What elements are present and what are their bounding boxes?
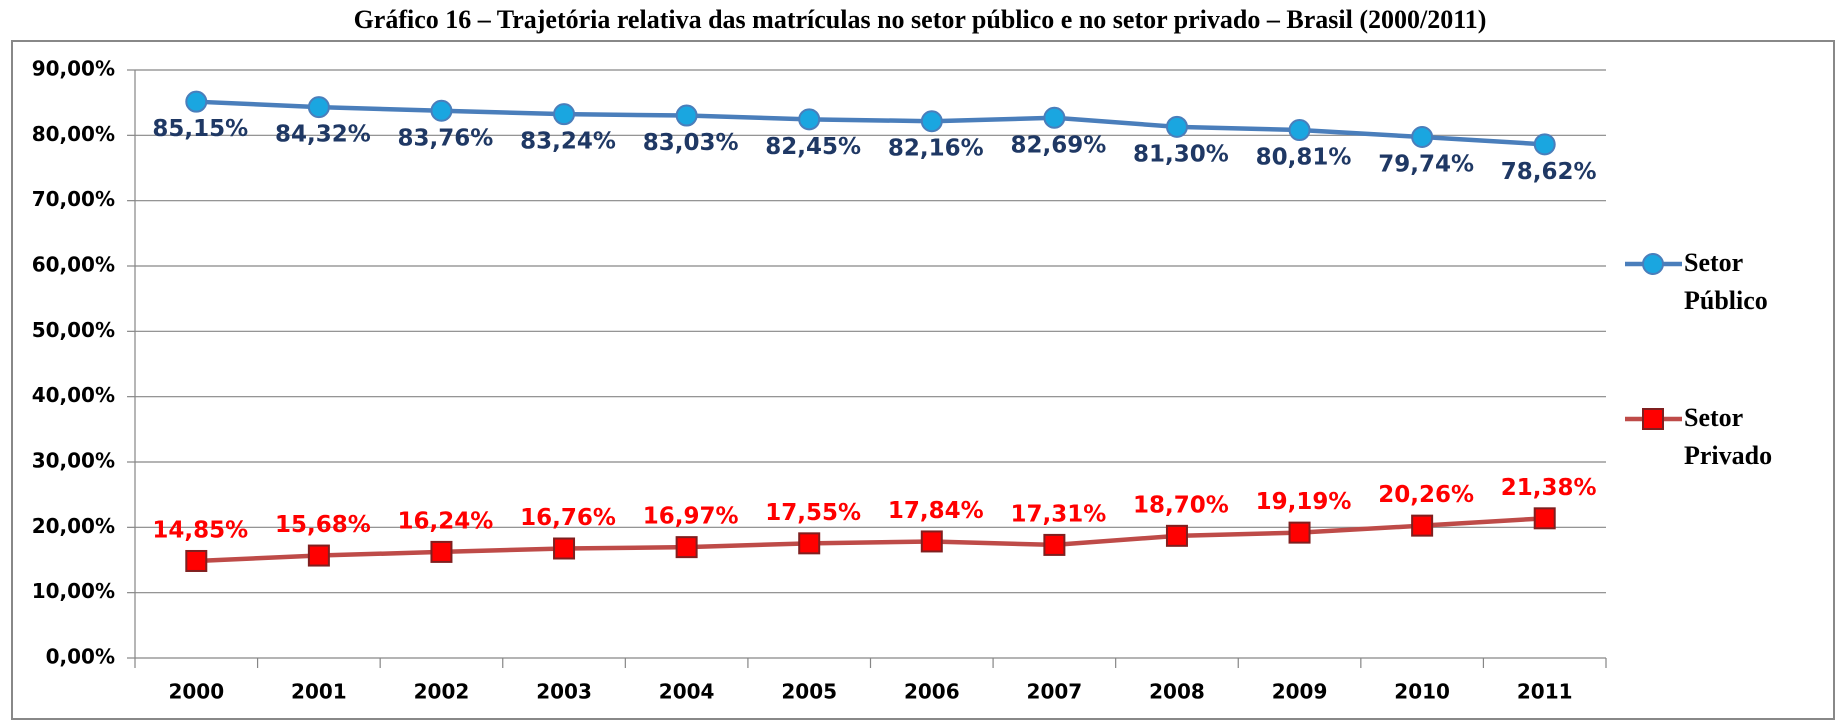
data-label: 18,70%: [1133, 492, 1229, 518]
marker: [675, 536, 698, 559]
data-label: 16,76%: [520, 505, 616, 531]
x-tick-label: 2000: [168, 680, 224, 704]
marker: [307, 96, 330, 119]
x-tick-label: 2001: [291, 680, 347, 704]
x-tick-label: 2005: [781, 680, 837, 704]
data-label: 83,03%: [643, 130, 739, 156]
marker: [920, 110, 943, 133]
data-label: 16,24%: [398, 508, 494, 534]
marker: [553, 537, 576, 560]
marker: [553, 103, 576, 126]
marker: [1043, 533, 1066, 556]
y-tick-label: 90,00%: [32, 57, 115, 81]
legend-marker: [1642, 253, 1664, 275]
chart-frame: [11, 40, 1835, 720]
y-tick-label: 70,00%: [32, 187, 115, 211]
data-label: 83,76%: [398, 125, 494, 151]
legend-marker: [1642, 408, 1664, 430]
legend-label: Setor Público: [1684, 248, 1768, 315]
series-line: [196, 516, 1545, 564]
data-label: 15,68%: [275, 512, 371, 538]
y-tick-label: 30,00%: [32, 449, 115, 473]
marker: [798, 108, 821, 131]
data-label: 82,45%: [765, 134, 861, 160]
marker: [430, 540, 453, 563]
marker: [1533, 507, 1556, 530]
x-tick-label: 2009: [1272, 680, 1328, 704]
data-label: 85,15%: [152, 116, 248, 142]
marker: [430, 99, 453, 122]
data-label: 82,16%: [888, 136, 984, 162]
marker: [1165, 115, 1188, 138]
marker: [798, 532, 821, 555]
chart-title: Gráfico 16 – Trajetória relativa das mat…: [354, 5, 1487, 34]
marker: [1533, 133, 1556, 156]
marker: [1165, 524, 1188, 547]
x-tick-label: 2006: [904, 680, 960, 704]
y-tick-label: 60,00%: [32, 253, 115, 277]
data-label: 80,81%: [1256, 145, 1352, 171]
marker: [1043, 106, 1066, 129]
x-tick-label: 2011: [1517, 680, 1573, 704]
data-label: 16,97%: [643, 504, 739, 530]
x-tick-label: 2008: [1149, 680, 1205, 704]
marker: [1288, 521, 1311, 544]
marker: [185, 90, 208, 113]
data-label: 17,31%: [1010, 501, 1106, 527]
data-label: 83,24%: [520, 129, 616, 155]
legend-label: Setor Privado: [1684, 403, 1773, 470]
data-label: 21,38%: [1501, 475, 1597, 501]
x-tick-label: 2003: [536, 680, 592, 704]
y-tick-label: 40,00%: [32, 383, 115, 407]
series-line: [196, 99, 1545, 147]
marker: [307, 544, 330, 567]
x-tick-label: 2002: [414, 680, 470, 704]
marker: [920, 530, 943, 553]
data-label: 84,32%: [275, 122, 371, 148]
y-tick-label: 50,00%: [32, 318, 115, 342]
y-tick-label: 0,00%: [46, 645, 115, 669]
x-tick-label: 2010: [1394, 680, 1450, 704]
y-tick-label: 80,00%: [32, 122, 115, 146]
data-label: 81,30%: [1133, 141, 1229, 167]
marker: [1288, 119, 1311, 142]
data-label: 19,19%: [1256, 489, 1352, 515]
x-tick-label: 2004: [659, 680, 715, 704]
data-label: 78,62%: [1501, 159, 1597, 185]
data-label: 82,69%: [1010, 132, 1106, 158]
data-label: 17,55%: [765, 500, 861, 526]
marker: [1411, 126, 1434, 149]
marker: [1411, 514, 1434, 537]
x-tick-label: 2007: [1027, 680, 1083, 704]
data-label: 14,85%: [152, 517, 248, 543]
marker: [675, 104, 698, 127]
marker: [185, 549, 208, 572]
y-tick-label: 20,00%: [32, 514, 115, 538]
data-label: 17,84%: [888, 498, 984, 524]
data-label: 20,26%: [1378, 482, 1474, 508]
data-label: 79,74%: [1378, 152, 1474, 178]
y-tick-label: 10,00%: [32, 579, 115, 603]
